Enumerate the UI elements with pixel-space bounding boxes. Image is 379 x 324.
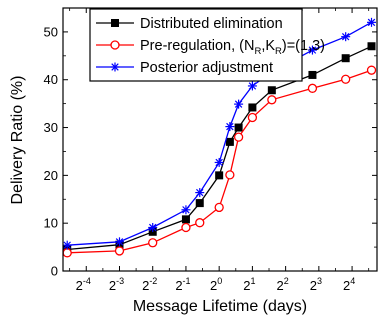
data-point [233,132,244,142]
legend-label: Distributed elimination [140,16,283,32]
data-point [267,86,276,95]
legend-entry: Pre-regulation, (NR,KR)=(1,3) [96,38,325,57]
x-tick-label: 21 [243,276,255,293]
x-axis-label: Message Lifetime (days) [133,298,307,315]
y-tick-label: 10 [44,216,58,231]
x-tick-label: 2-3 [109,276,124,293]
data-point [341,32,351,42]
data-point [367,42,376,51]
data-point [367,17,377,27]
data-point [195,188,205,198]
data-point [307,45,317,55]
legend-label: Pre-regulation, (NR,KR)=(1,3) [140,38,325,57]
x-tick-label: 2-1 [175,276,190,293]
data-point [215,171,224,180]
x-tick-label: 24 [343,276,355,293]
x-tick-label: 23 [310,276,322,293]
legend-entry: Posterior adjustment [96,60,273,76]
legend: Distributed elimination Pre-regulation, (… [89,8,325,82]
data-point [195,199,204,208]
series-2 [63,65,377,258]
data-point [195,218,205,228]
data-point [247,81,257,91]
x-tick-label: 2-2 [142,276,157,293]
data-point [181,205,191,215]
y-tick-label: 0 [51,264,58,279]
data-point [214,157,224,167]
data-point [181,222,191,233]
x-tick-label: 2-4 [76,276,91,293]
data-point [248,103,257,112]
data-point [234,99,244,109]
y-tick-label: 30 [44,120,58,135]
data-point [308,70,317,79]
data-point [307,83,318,93]
data-point [341,74,351,84]
legend-label: Posterior adjustment [140,60,273,76]
y-tick-label: 20 [44,168,58,183]
data-point [267,95,277,105]
data-point [366,65,377,75]
data-point [148,222,158,232]
data-point [341,54,350,63]
data-point [214,202,224,213]
data-point [181,215,190,224]
data-point [63,240,72,250]
data-point [63,248,72,258]
x-tick-label: 22 [276,276,288,293]
data-point [225,170,235,180]
y-tick-label: 50 [44,24,58,39]
data-point [247,112,258,123]
data-point [225,122,235,132]
y-tick-label: 40 [44,72,58,87]
plot-frame [62,7,378,272]
legend-marker [111,19,119,27]
data-point [148,238,158,248]
y-axis-label: Delivery Ratio (%) [9,76,26,205]
legend-entry: Distributed elimination [96,16,283,32]
data-point [114,237,124,247]
legend-marker [110,40,120,50]
data-point [114,246,125,256]
data-point [234,123,243,132]
x-tick-label: 20 [210,276,222,293]
legend-marker [110,62,120,72]
data-point [225,137,234,146]
